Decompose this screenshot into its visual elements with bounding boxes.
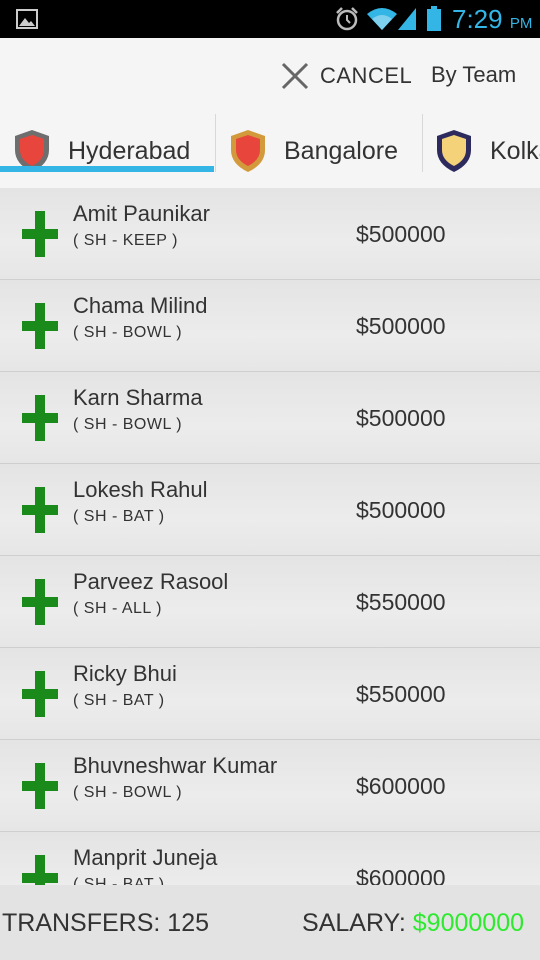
footer-summary: TRANSFERS: 125 SALARY: $9000000 [0,885,540,960]
player-name: Manprit Juneja [73,845,218,870]
tab-kolkata[interactable]: Kolkata [434,114,540,188]
tab-divider [215,114,216,172]
player-role: ( SH - BOWL ) [73,324,183,341]
player-name: Lokesh Rahul [73,477,208,502]
tab-bangalore[interactable]: Bangalore [228,114,398,188]
player-role: ( SH - KEEP ) [73,232,178,249]
player-price: $500000 [356,405,446,431]
list-item[interactable]: Karn Sharma ( SH - BOWL ) $500000 [0,372,540,464]
tab-hyderabad[interactable]: Hyderabad [12,114,190,188]
wifi-icon [367,8,397,30]
player-name: Chama Milind [73,293,208,318]
player-price: $600000 [356,865,446,885]
shield-icon [437,130,471,172]
list-item[interactable]: Manprit Juneja ( SH - BAT ) $600000 [0,832,540,885]
shield-icon [231,130,265,172]
player-price: $500000 [356,497,446,523]
player-role: ( SH - BOWL ) [73,416,183,433]
player-role: ( SH - ALL ) [73,600,162,617]
player-name: Parveez Rasool [73,569,229,594]
player-role: ( SH - BAT ) [73,692,165,709]
list-item[interactable]: Amit Paunikar ( SH - KEEP ) $500000 [0,188,540,280]
list-item[interactable]: Lokesh Rahul ( SH - BAT ) $500000 [0,464,540,556]
by-team-button[interactable]: By Team [431,62,517,87]
status-bar: 7:29 PM [0,0,540,38]
player-price: $600000 [356,773,446,799]
shield-icon [15,130,49,172]
list-item[interactable]: Chama Milind ( SH - BOWL ) $500000 [0,280,540,372]
selected-tab-indicator [0,166,214,172]
add-icon[interactable] [22,303,58,349]
add-icon[interactable] [22,211,58,257]
list-item[interactable]: Parveez Rasool ( SH - ALL ) $550000 [0,556,540,648]
player-name: Amit Paunikar [73,201,210,226]
salary-value: $9000000 [412,909,524,937]
team-tabs: Hyderabad Bangalore Kolkata [0,114,540,188]
cancel-button[interactable]: CANCEL [280,58,412,94]
add-icon[interactable] [22,579,58,625]
tab-label: Hyderabad [68,136,191,165]
salary-label: SALARY: [302,909,406,937]
action-bar: CANCEL By Team [0,38,540,114]
add-icon[interactable] [22,487,58,533]
transfers-count: TRANSFERS: 125 [2,909,210,937]
player-price: $500000 [356,313,446,339]
player-role: ( SH - BAT ) [73,876,165,885]
alarm-icon [336,7,358,31]
salary-total: SALARY: $9000000 [302,909,524,938]
close-icon [281,62,309,90]
player-role: ( SH - BOWL ) [73,784,183,801]
gallery-icon [16,9,38,29]
battery-icon [427,6,441,31]
list-item[interactable]: Ricky Bhui ( SH - BAT ) $550000 [0,648,540,740]
player-price: $550000 [356,589,446,615]
clock: 7:29 PM [452,4,533,34]
player-name: Ricky Bhui [73,661,177,686]
cancel-label: CANCEL [320,63,413,88]
player-price: $550000 [356,681,446,707]
player-name: Bhuvneshwar Kumar [73,753,278,778]
add-icon[interactable] [22,395,58,441]
player-role: ( SH - BAT ) [73,508,165,525]
signal-icon [398,8,416,30]
tab-label: Bangalore [284,136,398,165]
tab-label: Kolkata [490,136,540,165]
player-list[interactable]: Amit Paunikar ( SH - KEEP ) $500000 Cham… [0,188,540,885]
player-price: $500000 [356,221,446,247]
list-item[interactable]: Bhuvneshwar Kumar ( SH - BOWL ) $600000 [0,740,540,832]
add-icon[interactable] [22,855,58,885]
tab-divider [422,114,423,172]
add-icon[interactable] [22,763,58,809]
add-icon[interactable] [22,671,58,717]
player-name: Karn Sharma [73,385,203,410]
